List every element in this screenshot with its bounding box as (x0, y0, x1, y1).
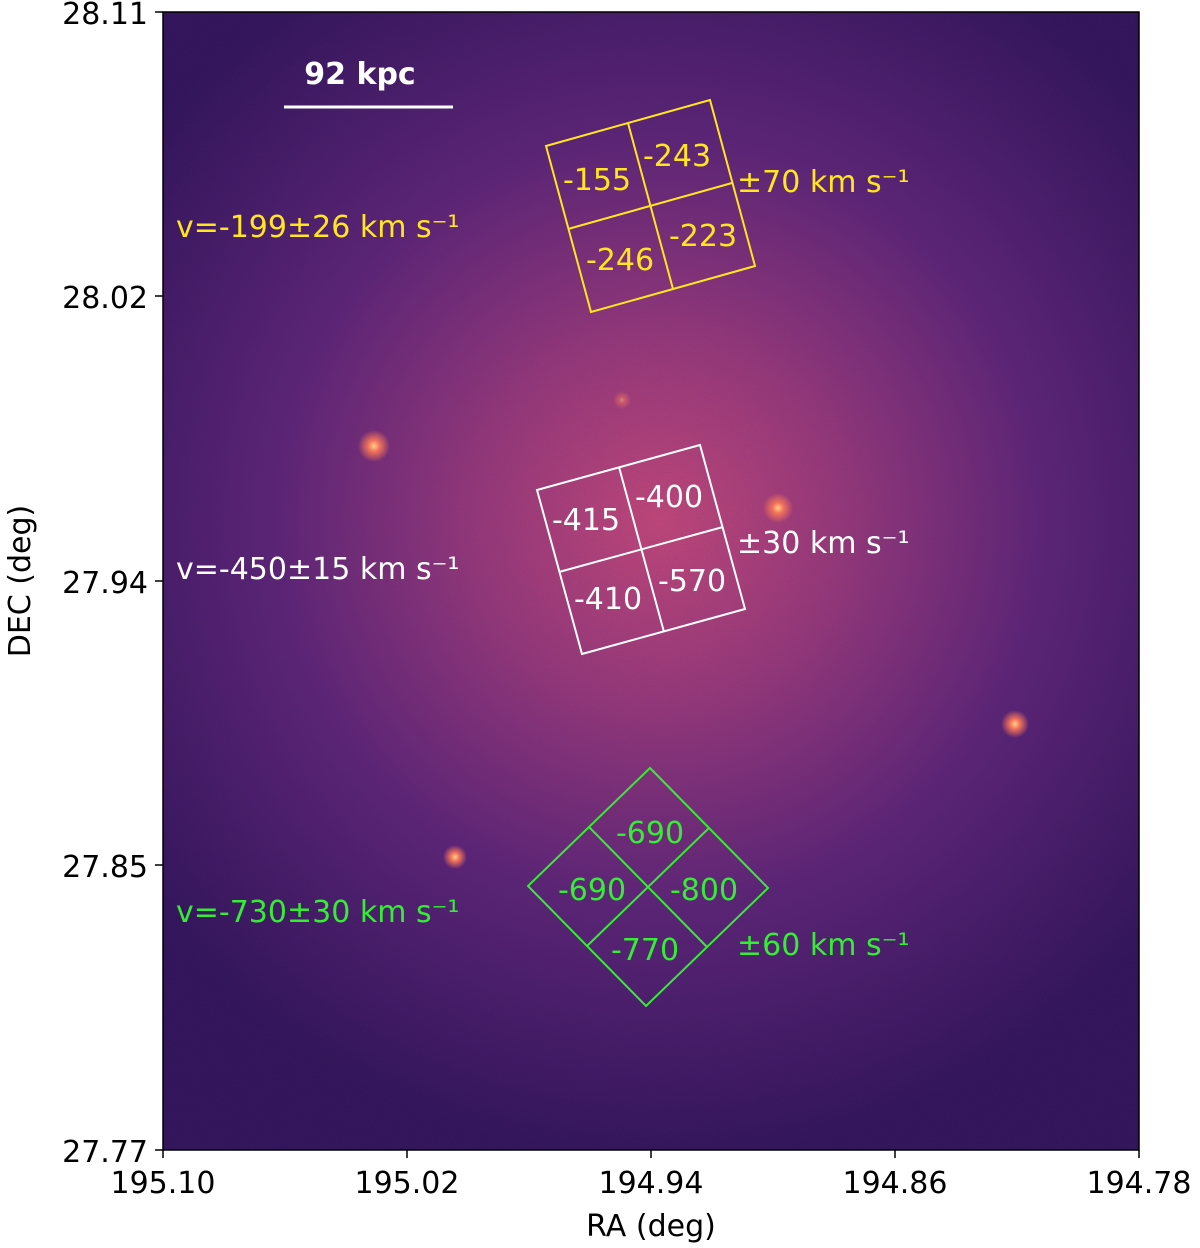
region-green-cell-1: -690 (616, 816, 684, 851)
region-white (535, 443, 747, 656)
region-green-cell-4: -770 (611, 933, 679, 968)
point-source (358, 430, 390, 462)
region-white-error: ±30 km s⁻¹ (737, 526, 909, 561)
region-yellow-divider (567, 182, 733, 230)
region-yellow-cell-4: -223 (669, 219, 737, 254)
point-source (443, 845, 467, 869)
region-white-velocity: v=-450±15 km s⁻¹ (176, 552, 459, 587)
point-source (613, 391, 631, 409)
x-axis (162, 1150, 1140, 1158)
region-yellow-cell-3: -246 (586, 243, 654, 278)
region-yellow (544, 98, 757, 314)
region-yellow-grid (544, 98, 757, 314)
x-tick-label: 194.78 (1087, 1166, 1192, 1201)
y-tick-label: 28.11 (62, 0, 148, 32)
y-axis-label: DEC (deg) (3, 505, 38, 658)
x-tick-label: 194.86 (843, 1166, 948, 1201)
region-green (526, 766, 770, 1008)
region-yellow-cell-1: -155 (563, 163, 631, 198)
y-axis (155, 11, 163, 1151)
region-green-cell-3: -800 (670, 873, 738, 908)
region-white-cell-3: -410 (574, 582, 642, 617)
region-green-velocity: v=-730±30 km s⁻¹ (176, 895, 459, 930)
x-axis-label: RA (deg) (586, 1209, 716, 1244)
region-green-error: ±60 km s⁻¹ (737, 928, 909, 963)
region-green-divider (586, 827, 710, 947)
region-yellow-velocity: v=-199±26 km s⁻¹ (176, 210, 459, 245)
scale-bar-label: 92 kpc (304, 57, 415, 92)
y-tick-label: 28.02 (62, 281, 148, 316)
point-source (1001, 710, 1029, 738)
region-green-grid (526, 766, 770, 1008)
point-source (763, 493, 793, 523)
x-tick-label: 195.10 (111, 1166, 216, 1201)
y-tick-label: 27.94 (62, 566, 148, 601)
region-white-cell-1: -415 (552, 503, 620, 538)
region-white-cell-2: -400 (635, 480, 703, 515)
region-white-divider (558, 526, 724, 573)
region-white-cell-4: -570 (658, 564, 726, 599)
region-yellow-cell-2: -243 (643, 139, 711, 174)
region-green-cell-2: -690 (558, 873, 626, 908)
y-tick-label: 27.77 (62, 1135, 148, 1170)
y-tick-label: 27.85 (62, 850, 148, 885)
region-white-grid (535, 443, 747, 656)
x-tick-label: 195.02 (355, 1166, 460, 1201)
region-yellow-error: ±70 km s⁻¹ (737, 165, 909, 200)
x-tick-label: 194.94 (599, 1166, 704, 1201)
